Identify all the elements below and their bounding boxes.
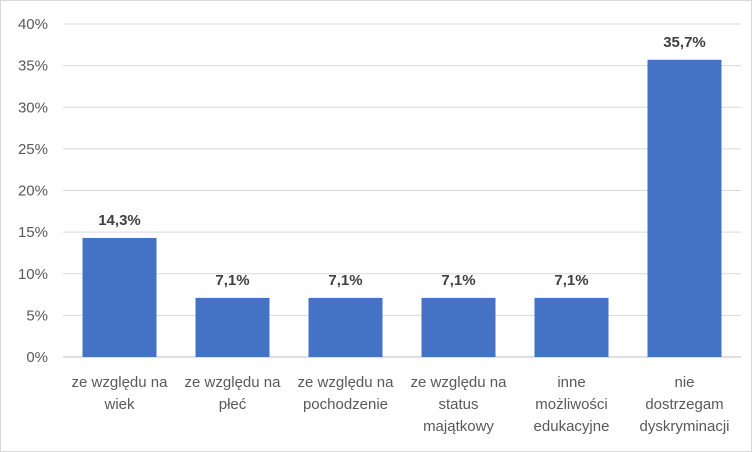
bar [647, 59, 722, 358]
category-label: ze względu na [72, 374, 169, 391]
category-label: majątkowy [423, 418, 494, 435]
y-tick-label: 20% [18, 183, 48, 200]
data-label: 35,7% [663, 34, 706, 51]
bar [534, 297, 609, 357]
category-label: ze względu na [411, 374, 508, 391]
y-tick-label: 10% [18, 266, 48, 283]
bar [308, 297, 383, 357]
category-label: dyskryminacji [639, 418, 729, 435]
bar [82, 237, 157, 357]
category-label: dostrzegam [645, 396, 723, 413]
y-tick-label: 35% [18, 58, 48, 75]
bar [195, 297, 270, 357]
bar [421, 297, 496, 357]
category-label: płeć [219, 396, 247, 413]
category-label: ze względu na [185, 374, 282, 391]
category-label: inne [557, 374, 585, 391]
category-label: pochodzenie [303, 396, 388, 413]
data-label: 7,1% [215, 272, 249, 289]
category-label: nie [674, 374, 694, 391]
category-label: wiek [103, 396, 135, 413]
data-label: 14,3% [98, 212, 141, 229]
y-tick-label: 30% [18, 99, 48, 116]
category-label: możliwości [535, 396, 608, 413]
y-tick-label: 25% [18, 141, 48, 158]
category-label: edukacyjne [534, 418, 610, 435]
data-label: 7,1% [554, 272, 588, 289]
data-label: 7,1% [328, 272, 362, 289]
y-tick-label: 5% [26, 307, 48, 324]
y-tick-label: 15% [18, 224, 48, 241]
data-label: 7,1% [441, 272, 475, 289]
category-label: status [438, 396, 478, 413]
y-tick-label: 0% [26, 349, 48, 366]
y-tick-label: 40% [18, 16, 48, 33]
category-label: ze względu na [298, 374, 395, 391]
